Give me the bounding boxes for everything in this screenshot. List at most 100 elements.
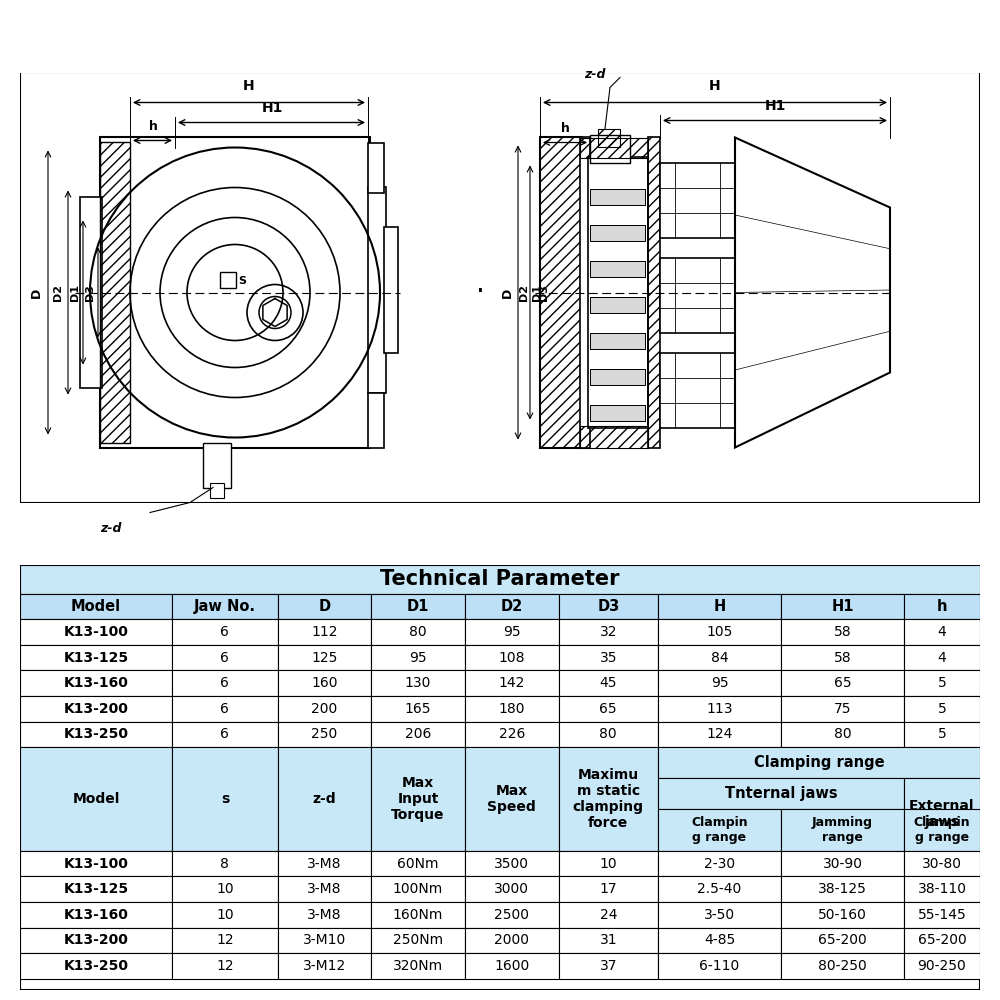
Bar: [20, 565, 980, 594]
Bar: [20, 747, 172, 851]
Bar: [781, 722, 904, 747]
Bar: [371, 902, 465, 928]
Bar: [172, 619, 278, 645]
Bar: [465, 594, 559, 619]
Bar: [20, 619, 172, 645]
Bar: [278, 722, 371, 747]
Bar: [781, 696, 904, 722]
Bar: [465, 928, 559, 953]
Bar: [658, 778, 904, 809]
Bar: [559, 696, 658, 722]
Text: 2-30: 2-30: [704, 857, 735, 871]
Text: 165: 165: [405, 702, 431, 716]
Bar: [660, 353, 735, 428]
Bar: [371, 696, 465, 722]
Bar: [220, 271, 236, 288]
Text: 95: 95: [409, 651, 427, 665]
Bar: [172, 594, 278, 619]
Bar: [368, 142, 384, 192]
Text: 3-50: 3-50: [704, 908, 735, 922]
Bar: [559, 851, 658, 876]
Text: 95: 95: [711, 676, 728, 690]
Bar: [904, 696, 980, 722]
Text: 38-125: 38-125: [818, 882, 867, 896]
Bar: [278, 928, 371, 953]
Bar: [100, 137, 370, 448]
Text: 12: 12: [216, 933, 234, 947]
Bar: [203, 442, 231, 488]
Bar: [660, 162, 735, 237]
Text: 50-160: 50-160: [818, 908, 867, 922]
Bar: [172, 876, 278, 902]
Text: 5: 5: [938, 676, 946, 690]
Text: 31: 31: [599, 933, 617, 947]
Text: K13-125: K13-125: [64, 651, 129, 665]
Text: 6: 6: [220, 727, 229, 741]
Text: D: D: [501, 287, 514, 298]
Bar: [781, 876, 904, 902]
Bar: [172, 851, 278, 876]
Text: 3-M12: 3-M12: [303, 959, 346, 973]
Bar: [904, 670, 980, 696]
Text: Clampin
g range: Clampin g range: [691, 816, 748, 844]
Text: H: H: [243, 79, 255, 93]
Bar: [658, 953, 781, 979]
Bar: [465, 851, 559, 876]
Text: z-d: z-d: [100, 522, 122, 536]
Text: 5: 5: [938, 702, 946, 716]
Text: 1600: 1600: [494, 959, 529, 973]
Text: Maximu
m static
clamping
force: Maximu m static clamping force: [573, 768, 644, 830]
Bar: [559, 670, 658, 696]
Text: 4: 4: [938, 651, 946, 665]
Text: H: H: [713, 599, 726, 614]
Text: 58: 58: [834, 651, 851, 665]
Text: H1: H1: [831, 599, 854, 614]
Text: S: S: [238, 275, 246, 286]
Text: 80: 80: [409, 625, 427, 639]
Bar: [20, 722, 172, 747]
Bar: [590, 188, 645, 205]
Text: 38-110: 38-110: [917, 882, 966, 896]
Bar: [904, 594, 980, 619]
Text: Model: Model: [71, 599, 121, 614]
Bar: [559, 594, 658, 619]
Text: 180: 180: [498, 702, 525, 716]
Bar: [658, 645, 781, 670]
Bar: [781, 851, 904, 876]
Text: 100Nm: 100Nm: [393, 882, 443, 896]
Bar: [278, 594, 371, 619]
Text: D2: D2: [53, 284, 63, 301]
Text: 6: 6: [220, 625, 229, 639]
Text: 142: 142: [499, 676, 525, 690]
Bar: [172, 696, 278, 722]
Bar: [658, 876, 781, 902]
Bar: [781, 645, 904, 670]
Bar: [465, 747, 559, 851]
Bar: [658, 747, 980, 778]
Bar: [559, 747, 658, 851]
Text: 250: 250: [311, 727, 338, 741]
Text: 226: 226: [499, 727, 525, 741]
Bar: [559, 876, 658, 902]
Bar: [20, 876, 172, 902]
Bar: [658, 928, 781, 953]
Text: K13-200: K13-200: [64, 933, 129, 947]
Text: ·: ·: [476, 278, 484, 306]
Text: 3-M8: 3-M8: [307, 857, 342, 871]
Text: 65: 65: [599, 702, 617, 716]
Bar: [371, 619, 465, 645]
Text: 3-M8: 3-M8: [307, 908, 342, 922]
Text: D1: D1: [407, 599, 429, 614]
Bar: [660, 257, 735, 332]
Text: K13-125: K13-125: [64, 882, 129, 896]
Bar: [20, 953, 172, 979]
Text: 65-200: 65-200: [818, 933, 867, 947]
Bar: [465, 670, 559, 696]
Text: D3: D3: [597, 599, 619, 614]
Text: K13-250: K13-250: [64, 727, 129, 741]
Text: 45: 45: [600, 676, 617, 690]
Text: 75: 75: [834, 702, 851, 716]
Text: D1: D1: [532, 284, 542, 301]
Bar: [278, 696, 371, 722]
Text: 10: 10: [216, 908, 234, 922]
